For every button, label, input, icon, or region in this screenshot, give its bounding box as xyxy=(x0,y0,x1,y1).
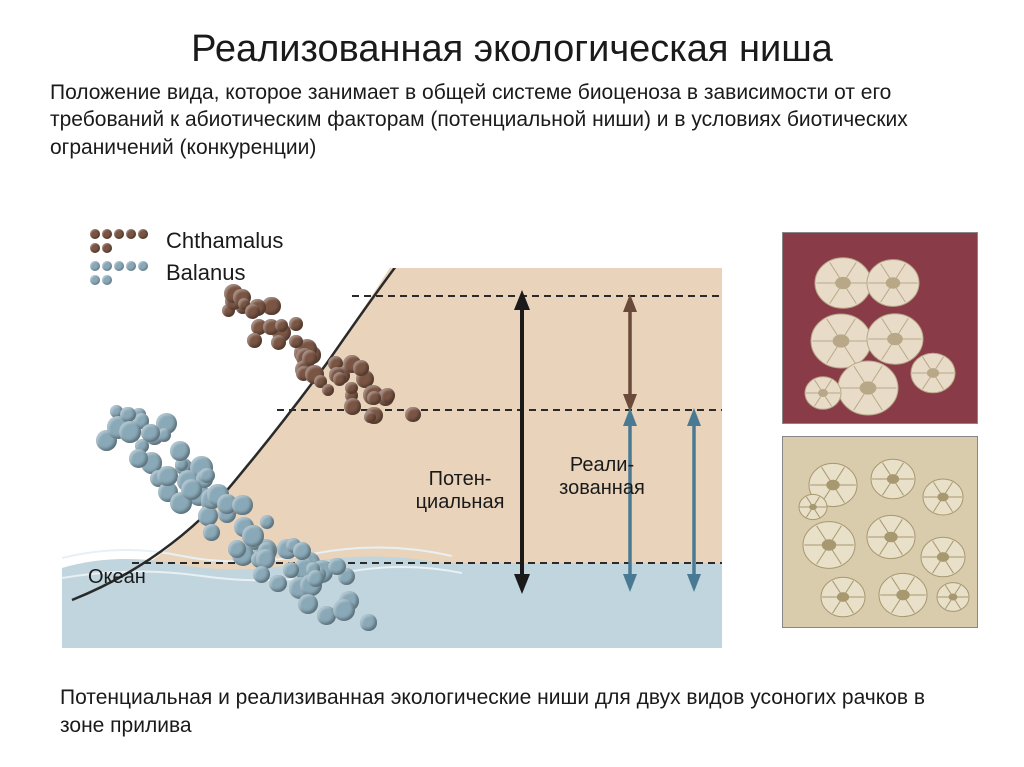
photo-chthamalus xyxy=(782,232,978,424)
photo-thumbnails xyxy=(782,232,978,640)
ocean-label: Океан xyxy=(88,566,146,589)
legend-swatch-brown xyxy=(90,228,150,254)
potential-label: Потен-циальная xyxy=(410,468,510,514)
legend-label-chthamalus: Chthamalus xyxy=(166,228,283,254)
page-title: Реализованная экологическая ниша xyxy=(0,0,1024,71)
definition-text: Положение вида, которое занимает в общей… xyxy=(0,71,1024,161)
realized-label: Реали-зованная xyxy=(552,454,652,500)
photo-balanus xyxy=(782,436,978,628)
niche-diagram: Океан Потен-циальная Реали-зованная xyxy=(62,268,722,648)
legend-row-chthamalus: Chthamalus xyxy=(90,228,283,254)
caption-text: Потенциальная и реализиванная экологичес… xyxy=(60,684,964,739)
